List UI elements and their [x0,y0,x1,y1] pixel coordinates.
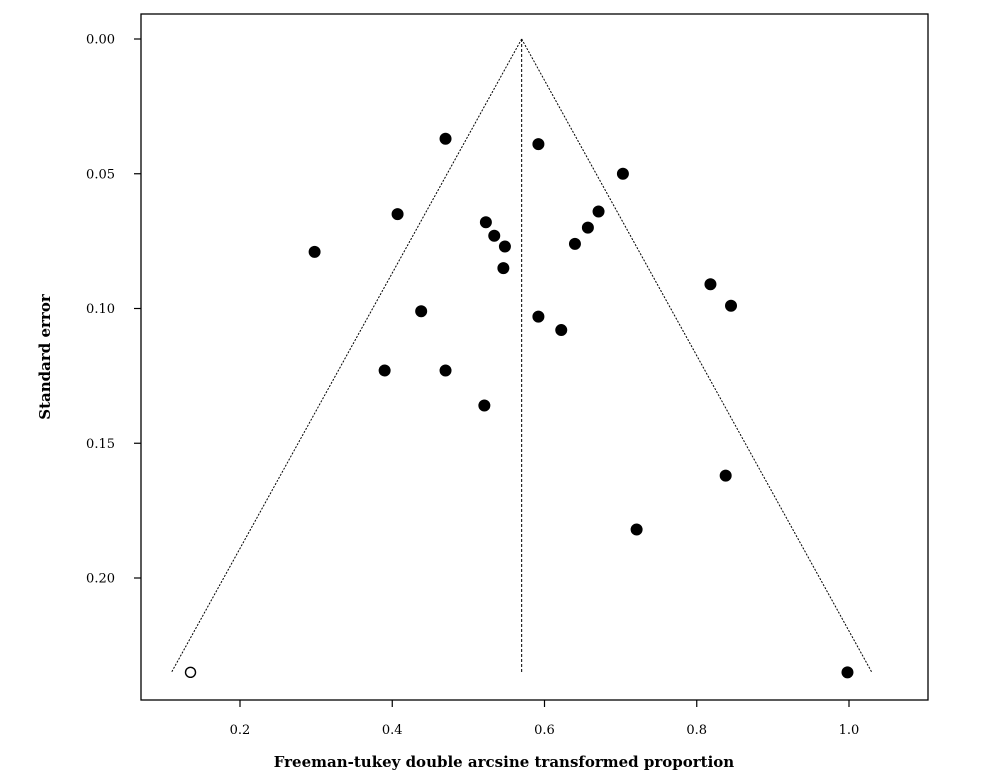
study-point [415,305,428,318]
data-points [184,132,854,679]
study-point [498,240,511,253]
study-point [555,324,568,337]
funnel-right-limit [521,38,873,673]
y-axis: 0.00 0.05 0.10 0.15 0.20 [86,33,141,587]
study-point [439,364,452,377]
x-tick-label: 1.0 [839,723,860,738]
study-point [592,205,605,218]
study-point [497,262,510,275]
y-tick-label: 0.00 [86,33,115,48]
study-point [616,167,629,180]
y-axis-title: Standard error [36,293,54,420]
study-point [704,278,717,291]
plot-frame [140,13,929,701]
study-point [532,138,545,151]
y-tick-label: 0.15 [86,437,115,452]
y-tick-label: 0.20 [86,572,115,587]
x-tick-label: 0.8 [686,723,707,738]
study-point [841,666,854,679]
x-tick-label: 0.6 [534,723,555,738]
funnel-lines [171,38,873,673]
y-tick-label: 0.10 [86,302,115,317]
x-tick-label: 0.2 [230,723,251,738]
x-axis-title: Freeman-tukey double arcsine transformed… [274,753,735,771]
study-point [725,299,738,312]
study-point [478,399,491,412]
study-point [581,221,594,234]
study-point [488,229,501,242]
study-point [308,245,321,258]
imputed-study-point [184,666,197,679]
x-axis: 0.2 0.4 0.6 0.8 1.0 [230,700,860,738]
x-tick-label: 0.4 [382,723,403,738]
study-point [719,469,732,482]
study-point [532,310,545,323]
study-point [378,364,391,377]
study-point [568,237,581,250]
study-point [630,523,643,536]
study-point [439,132,452,145]
y-tick-label: 0.05 [86,167,115,182]
funnel-left-limit [171,38,523,673]
study-point [391,208,404,221]
study-point [479,216,492,229]
